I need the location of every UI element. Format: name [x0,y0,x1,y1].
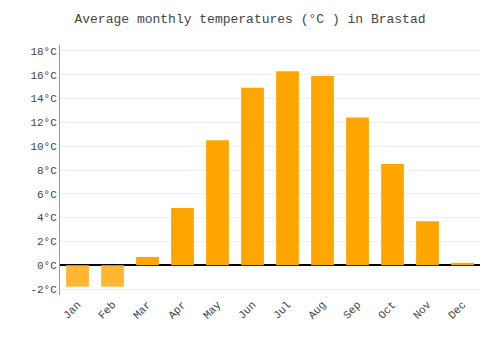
svg-text:Aug: Aug [306,299,328,321]
svg-text:Dec: Dec [446,299,468,321]
svg-text:0°C: 0°C [37,260,57,272]
svg-text:14°C: 14°C [30,93,57,105]
svg-text:Nov: Nov [411,299,434,322]
svg-text:12°C: 12°C [30,117,57,129]
svg-text:Average monthly temperatures (: Average monthly temperatures (°C ) in Br… [74,12,425,27]
svg-text:Jun: Jun [236,299,258,321]
svg-text:Sep: Sep [341,299,363,321]
svg-text:6°C: 6°C [37,189,57,201]
svg-text:8°C: 8°C [37,165,57,177]
svg-text:2°C: 2°C [37,236,57,248]
svg-text:Jan: Jan [61,299,83,321]
svg-text:Oct: Oct [376,299,398,321]
svg-text:Jul: Jul [271,299,293,321]
svg-text:Apr: Apr [166,299,188,321]
svg-text:10°C: 10°C [30,141,57,153]
svg-text:4°C: 4°C [37,212,57,224]
svg-text:16°C: 16°C [30,70,57,82]
svg-text:18°C: 18°C [30,46,57,58]
svg-text:-2°C: -2°C [30,284,57,296]
svg-text:Feb: Feb [96,299,118,321]
svg-text:Mar: Mar [131,299,153,321]
svg-text:May: May [201,299,224,322]
